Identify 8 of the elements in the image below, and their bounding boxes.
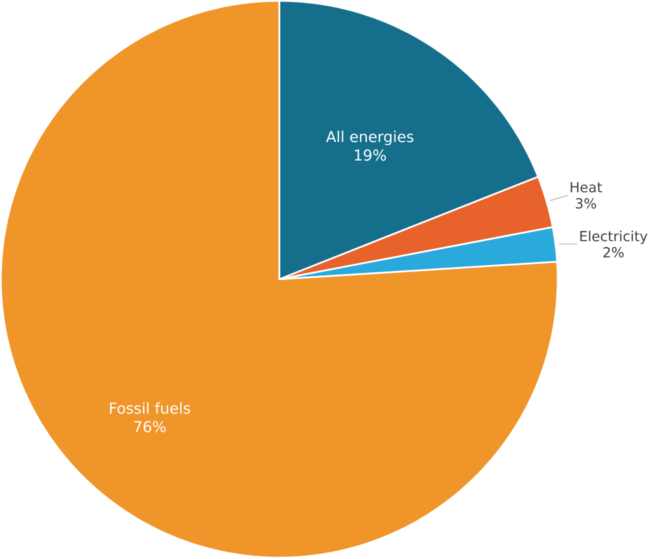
slice-label: All energies (326, 130, 414, 146)
data-label: 3% (576, 198, 596, 209)
slice-label: Electricity (580, 230, 648, 244)
data-label: 19% (354, 150, 386, 162)
data-label: 76% (134, 421, 166, 433)
slice-label: Heat (570, 182, 602, 193)
slice-label: Fossil fuels (110, 402, 190, 414)
data-label: 2% (603, 247, 624, 258)
